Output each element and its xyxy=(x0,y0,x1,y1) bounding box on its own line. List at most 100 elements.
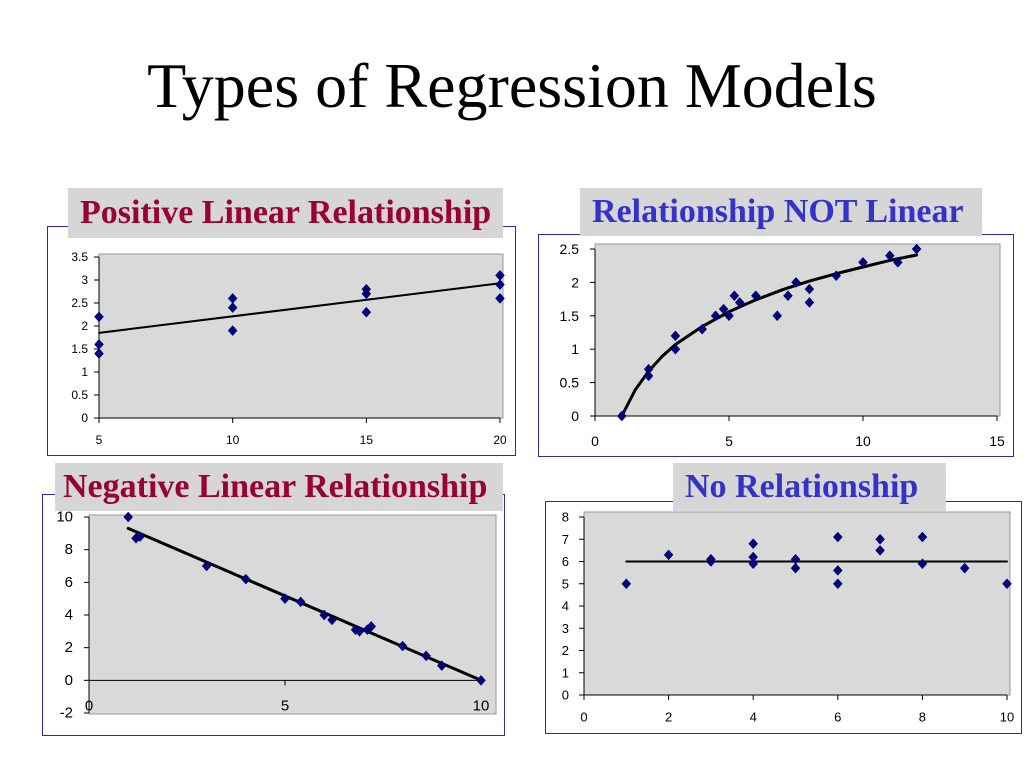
data-point xyxy=(295,596,306,608)
chart-title-text: Positive Linear Relationship xyxy=(80,194,492,231)
x-tick-label: 15 xyxy=(360,433,374,447)
data-point xyxy=(327,614,337,626)
data-point xyxy=(227,302,238,313)
x-tick-label: 0 xyxy=(591,433,599,449)
data-point xyxy=(280,593,290,605)
x-tick-label: 5 xyxy=(725,433,733,449)
data-point xyxy=(729,290,740,302)
y-tick-label: 0 xyxy=(571,408,579,424)
data-point xyxy=(734,297,745,308)
data-point xyxy=(804,297,815,308)
data-point xyxy=(354,625,365,637)
x-tick-label: 5 xyxy=(281,698,289,715)
data-point xyxy=(670,330,681,342)
chart-title-text: No Relationship xyxy=(685,468,919,505)
y-tick-label: 3 xyxy=(562,621,569,636)
data-point xyxy=(783,290,793,302)
y-tick-label: 5 xyxy=(562,576,569,591)
data-point xyxy=(616,410,627,422)
chart-no-relationship: 0 1 2 3 4 5 6 7 8 0 2 4 6 8 10 xyxy=(562,510,1014,725)
data-point xyxy=(858,256,868,268)
data-point xyxy=(791,277,801,288)
data-point xyxy=(875,533,885,545)
data-point xyxy=(748,558,759,570)
data-point xyxy=(476,674,486,686)
data-point xyxy=(831,270,842,282)
chart-not-linear: 0 0.5 1 1.5 2 2.5 0 5 10 15 xyxy=(560,241,1005,449)
y-tick-label: 2 xyxy=(65,639,73,656)
chart-positive-linear: 0 0.5 1 1.5 2 2.5 3 3.5 5 10 15 20 xyxy=(71,250,507,447)
y-tick-label: 10 xyxy=(56,509,73,526)
x-tick-label: 0 xyxy=(85,698,93,715)
data-point xyxy=(319,609,330,621)
y-tick-label: -2 xyxy=(60,705,73,722)
x-tick-label: 10 xyxy=(1000,710,1014,725)
data-point xyxy=(227,325,238,336)
x-tick-label: 6 xyxy=(834,710,841,725)
data-point xyxy=(917,531,928,543)
y-tick-label: 2 xyxy=(571,274,579,290)
data-point xyxy=(893,256,903,268)
chart-title-positive-linear: Positive Linear Relationship xyxy=(68,188,503,238)
x-tick-label: 10 xyxy=(226,433,240,447)
plot-area xyxy=(594,243,1001,417)
data-point xyxy=(917,558,928,570)
data-point xyxy=(366,621,377,632)
chart-title-no-relationship: No Relationship xyxy=(673,463,946,511)
y-tick-label: 1 xyxy=(81,365,88,379)
x-tick-label: 4 xyxy=(750,710,757,725)
y-tick-label: 3.5 xyxy=(71,250,88,264)
data-point xyxy=(804,283,815,295)
data-point xyxy=(135,531,145,542)
data-point xyxy=(201,560,212,572)
data-point xyxy=(361,288,372,300)
data-point xyxy=(495,293,505,304)
data-point xyxy=(718,303,729,315)
data-point xyxy=(123,511,134,523)
chart-title-text: Relationship NOT Linear xyxy=(592,193,964,230)
data-point xyxy=(884,250,895,262)
y-tick-label: 7 xyxy=(562,532,569,547)
data-point xyxy=(697,323,708,335)
data-point xyxy=(706,553,716,565)
data-point xyxy=(710,310,721,322)
chart-title-negative-linear: Negative Linear Relationship xyxy=(55,463,503,511)
x-tick-label: 20 xyxy=(493,433,507,447)
y-tick-label: 1 xyxy=(571,341,579,357)
data-point xyxy=(670,343,681,355)
data-point xyxy=(790,562,801,574)
data-point xyxy=(959,562,970,574)
y-tick-label: 0 xyxy=(65,672,73,689)
plot-area xyxy=(583,511,1011,696)
y-tick-label: 1.5 xyxy=(560,308,580,324)
data-point xyxy=(750,290,761,302)
y-tick-label: 0.5 xyxy=(560,375,580,391)
data-point xyxy=(832,578,843,590)
data-point xyxy=(397,640,408,652)
y-tick-label: 3 xyxy=(81,273,88,287)
data-point xyxy=(436,660,447,672)
chart-title-not-linear: Relationship NOT Linear xyxy=(580,188,982,236)
y-tick-label: 0 xyxy=(81,411,88,425)
slide-title: Types of Regression Models xyxy=(147,50,877,121)
data-point xyxy=(1002,578,1012,590)
chart-title-text: Negative Linear Relationship xyxy=(63,468,488,505)
data-point xyxy=(240,573,251,585)
y-tick-label: 8 xyxy=(65,541,73,558)
y-tick-label: 4 xyxy=(562,599,569,614)
plot-area xyxy=(98,253,504,419)
y-tick-label: 0 xyxy=(562,688,569,703)
x-tick-label: 8 xyxy=(919,710,926,725)
x-tick-label: 2 xyxy=(665,710,672,725)
data-point xyxy=(832,531,843,543)
y-tick-label: 6 xyxy=(562,554,569,569)
data-point xyxy=(421,650,431,662)
data-point xyxy=(832,565,843,576)
y-tick-label: 1 xyxy=(562,665,569,680)
data-point xyxy=(772,310,783,322)
data-point xyxy=(621,578,632,590)
x-tick-label: 10 xyxy=(473,698,490,715)
y-tick-label: 1.5 xyxy=(71,342,88,356)
y-tick-label: 2.5 xyxy=(560,241,580,257)
